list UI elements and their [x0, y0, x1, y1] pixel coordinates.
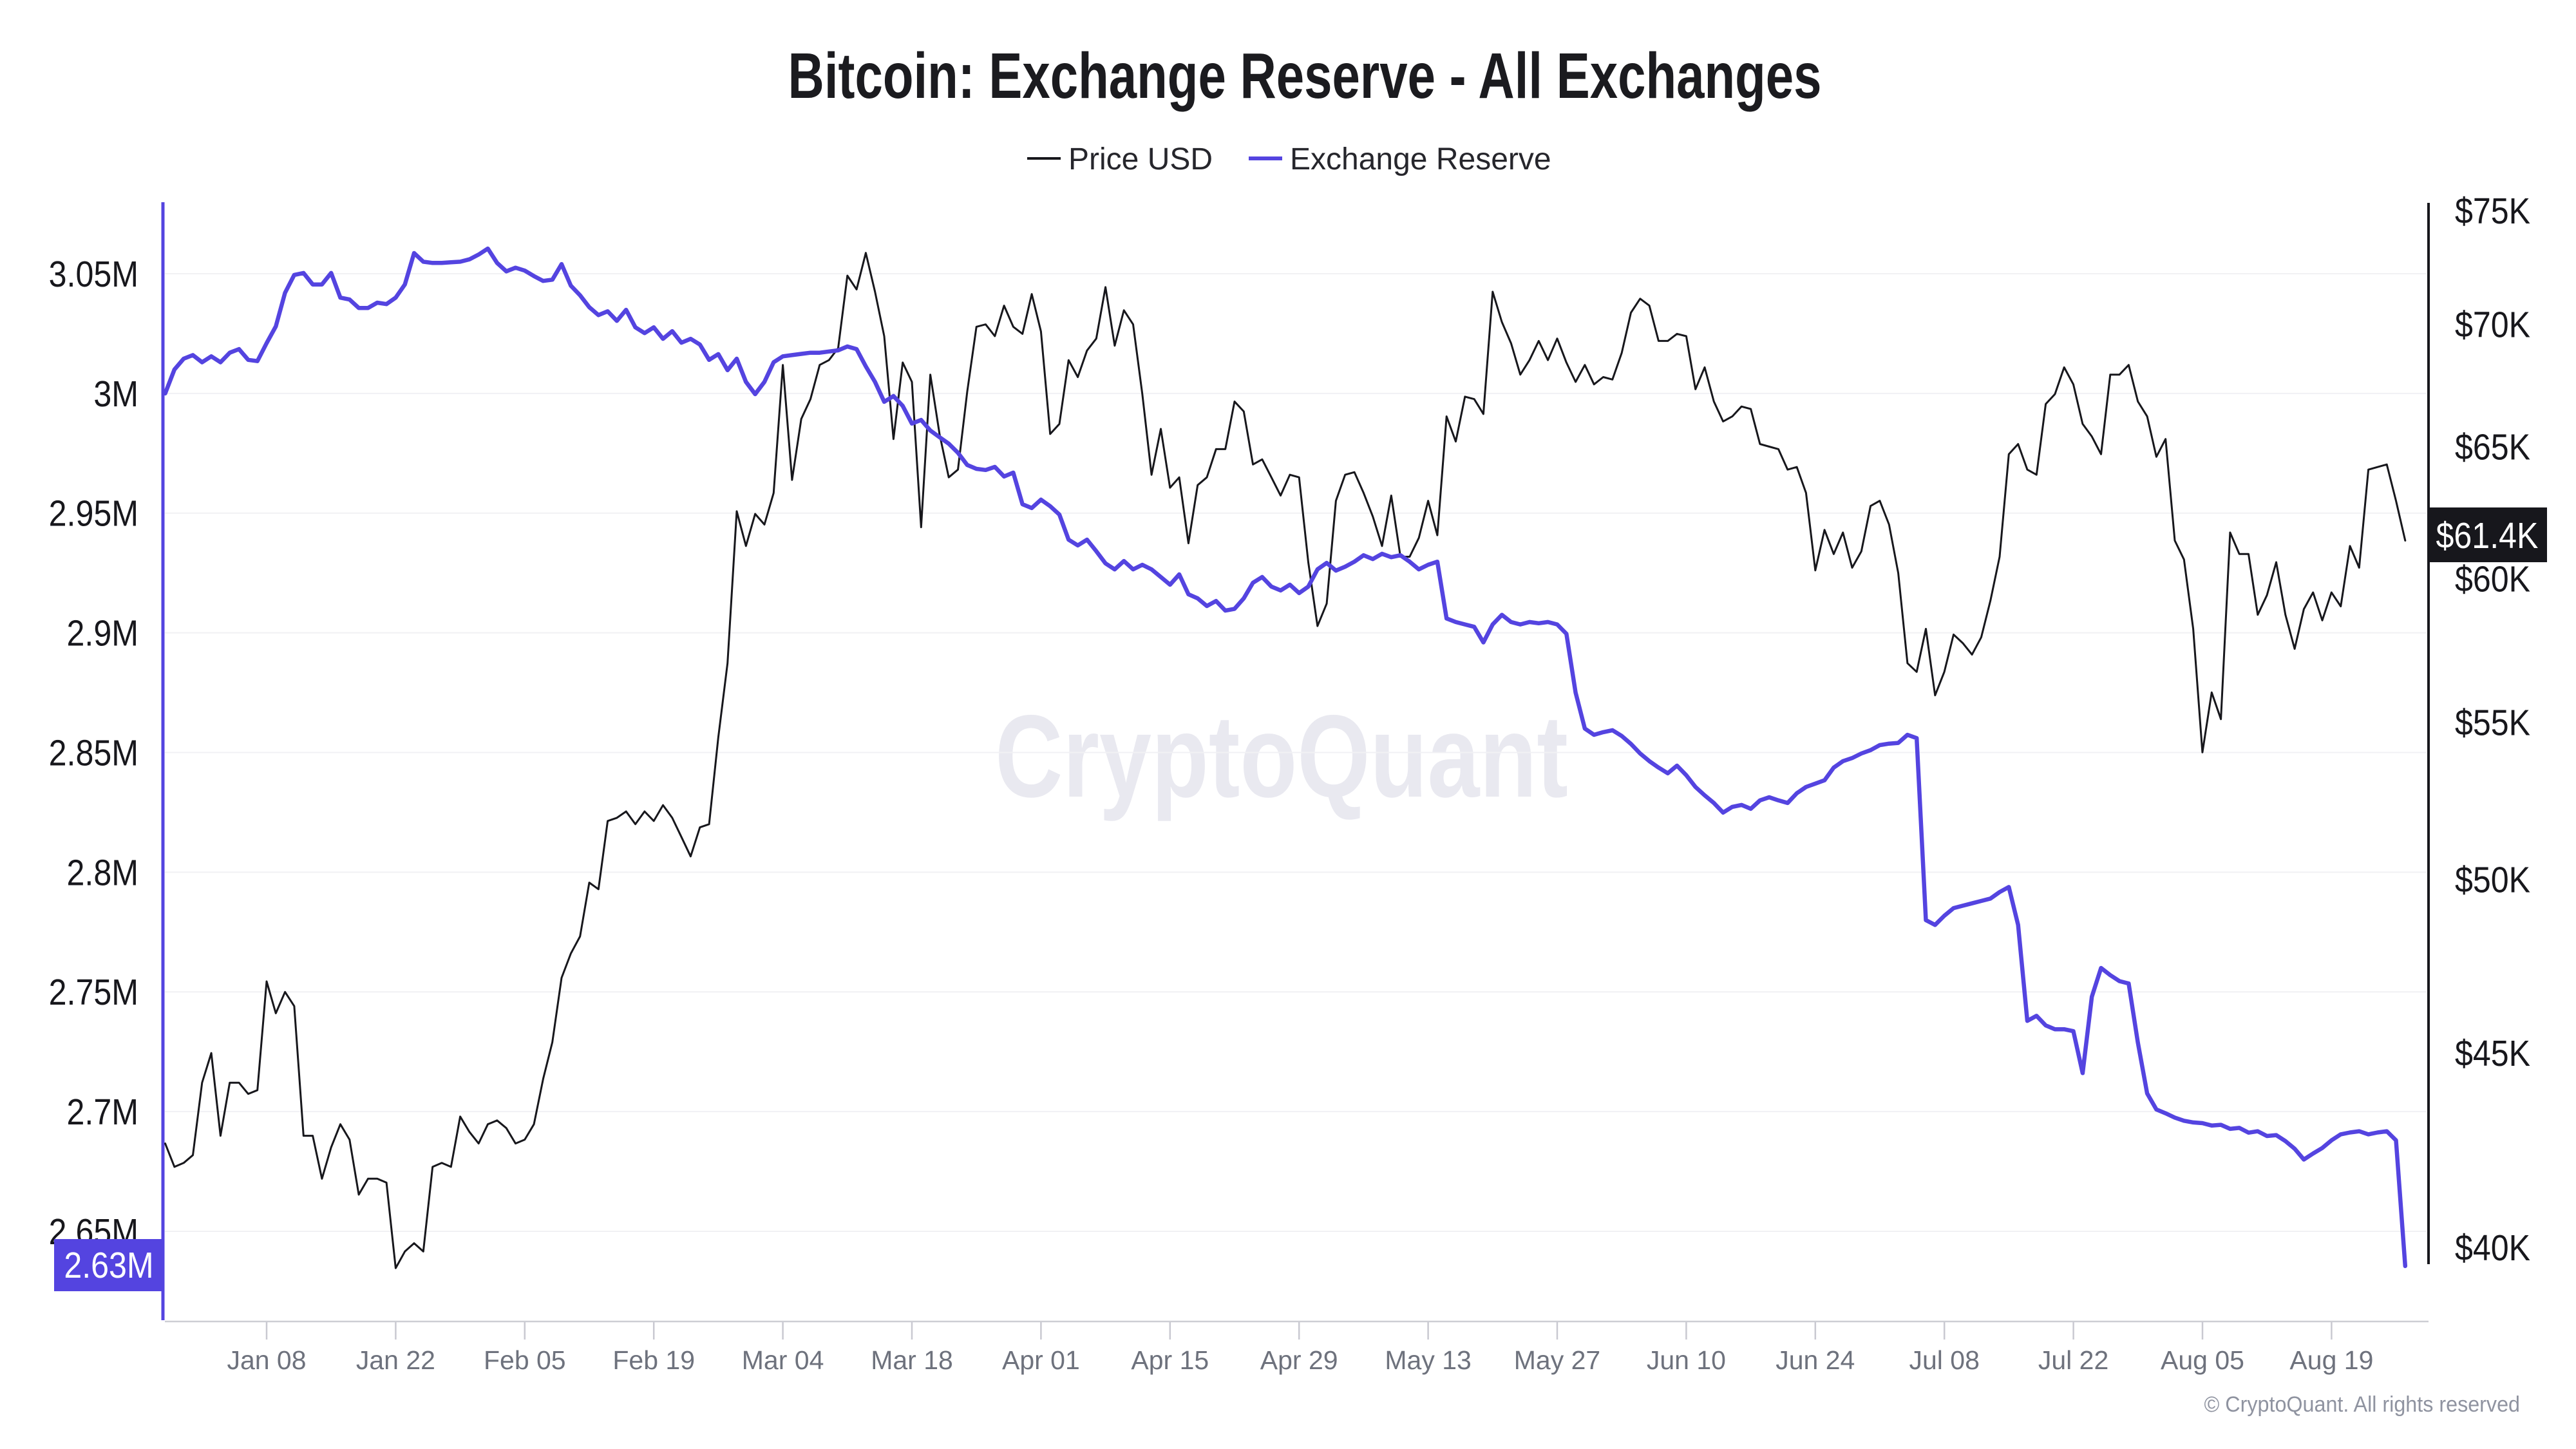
svg-text:© CryptoQuant. All rights rese: © CryptoQuant. All rights reserved: [2204, 1392, 2520, 1417]
svg-text:Bitcoin: Exchange Reserve - Al: Bitcoin: Exchange Reserve - All Exchange…: [788, 41, 1822, 113]
svg-text:2.75M: 2.75M: [49, 972, 138, 1013]
svg-text:$70K: $70K: [2455, 305, 2530, 346]
svg-text:3.05M: 3.05M: [49, 254, 138, 295]
svg-text:$50K: $50K: [2455, 859, 2530, 900]
svg-text:Feb 19: Feb 19: [612, 1345, 695, 1375]
svg-text:2.7M: 2.7M: [67, 1092, 138, 1133]
svg-text:$55K: $55K: [2455, 702, 2530, 743]
svg-text:$60K: $60K: [2455, 559, 2530, 600]
svg-text:2.63M: 2.63M: [64, 1245, 153, 1286]
svg-text:Apr 29: Apr 29: [1260, 1345, 1338, 1375]
svg-text:Jun 10: Jun 10: [1647, 1345, 1726, 1375]
svg-text:$65K: $65K: [2455, 427, 2530, 468]
svg-text:May 13: May 13: [1385, 1345, 1471, 1375]
svg-text:Exchange Reserve: Exchange Reserve: [1290, 142, 1551, 176]
svg-text:Mar 18: Mar 18: [871, 1345, 953, 1375]
svg-text:Mar 04: Mar 04: [742, 1345, 824, 1375]
svg-text:Apr 01: Apr 01: [1002, 1345, 1080, 1375]
svg-text:2.8M: 2.8M: [67, 852, 138, 893]
svg-text:Apr 15: Apr 15: [1131, 1345, 1209, 1375]
svg-text:2.85M: 2.85M: [49, 733, 138, 774]
svg-text:CryptoQuant: CryptoQuant: [995, 690, 1568, 821]
svg-text:$45K: $45K: [2455, 1033, 2530, 1074]
svg-text:2.9M: 2.9M: [67, 613, 138, 654]
svg-text:$75K: $75K: [2455, 191, 2530, 232]
svg-text:Jan 08: Jan 08: [227, 1345, 306, 1375]
svg-text:3M: 3M: [93, 374, 138, 415]
svg-text:Aug 05: Aug 05: [2161, 1345, 2244, 1375]
svg-text:May 27: May 27: [1514, 1345, 1600, 1375]
svg-text:Jun 24: Jun 24: [1776, 1345, 1855, 1375]
svg-text:2.95M: 2.95M: [49, 493, 138, 535]
svg-text:Jul 22: Jul 22: [2038, 1345, 2108, 1375]
svg-text:Jul 08: Jul 08: [1909, 1345, 1979, 1375]
svg-text:$40K: $40K: [2455, 1227, 2530, 1269]
svg-text:Jan 22: Jan 22: [356, 1345, 435, 1375]
svg-text:$61.4K: $61.4K: [2436, 515, 2539, 556]
svg-text:Price USD: Price USD: [1068, 142, 1213, 176]
svg-text:Feb 05: Feb 05: [484, 1345, 566, 1375]
svg-text:Aug 19: Aug 19: [2289, 1345, 2373, 1375]
